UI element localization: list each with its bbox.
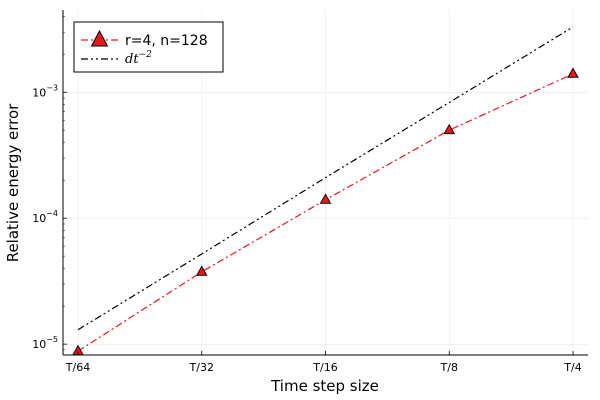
series-line-1 (77, 26, 574, 331)
legend-label-dt2-exp: −2 (139, 50, 153, 60)
x-tick-label: T/16 (312, 361, 337, 374)
x-tick-label: T/64 (65, 361, 90, 374)
x-tick-label: T/32 (189, 361, 214, 374)
data-point-triangle (319, 193, 332, 204)
data-point-triangle (195, 265, 208, 276)
ticks: T/64 T/32 T/16 T/8 T/4 10−5 10−4 10−3 (32, 16, 582, 374)
data-point-triangle (443, 123, 456, 135)
data-point-triangle (567, 67, 579, 78)
legend: r=4, n=128 dt−2 (73, 21, 224, 73)
x-tick-label: T/4 (563, 361, 581, 374)
y-axis-label: Relative energy error (4, 103, 22, 262)
legend-marker-triangle (90, 29, 109, 47)
y-tick-label: 10−3 (32, 83, 58, 99)
legend-box (73, 21, 224, 73)
x-tick-label: T/8 (440, 361, 458, 374)
x-axis-label: Time step size (270, 377, 379, 395)
y-tick-label: 10−4 (32, 209, 58, 225)
series-layer (72, 26, 579, 356)
legend-label-dt2: dt−2 (125, 50, 152, 67)
y-tick-label: 10−5 (32, 335, 58, 351)
legend-label-r4: r=4, n=128 (125, 33, 208, 49)
legend-label-dt2-base: dt (125, 52, 139, 67)
